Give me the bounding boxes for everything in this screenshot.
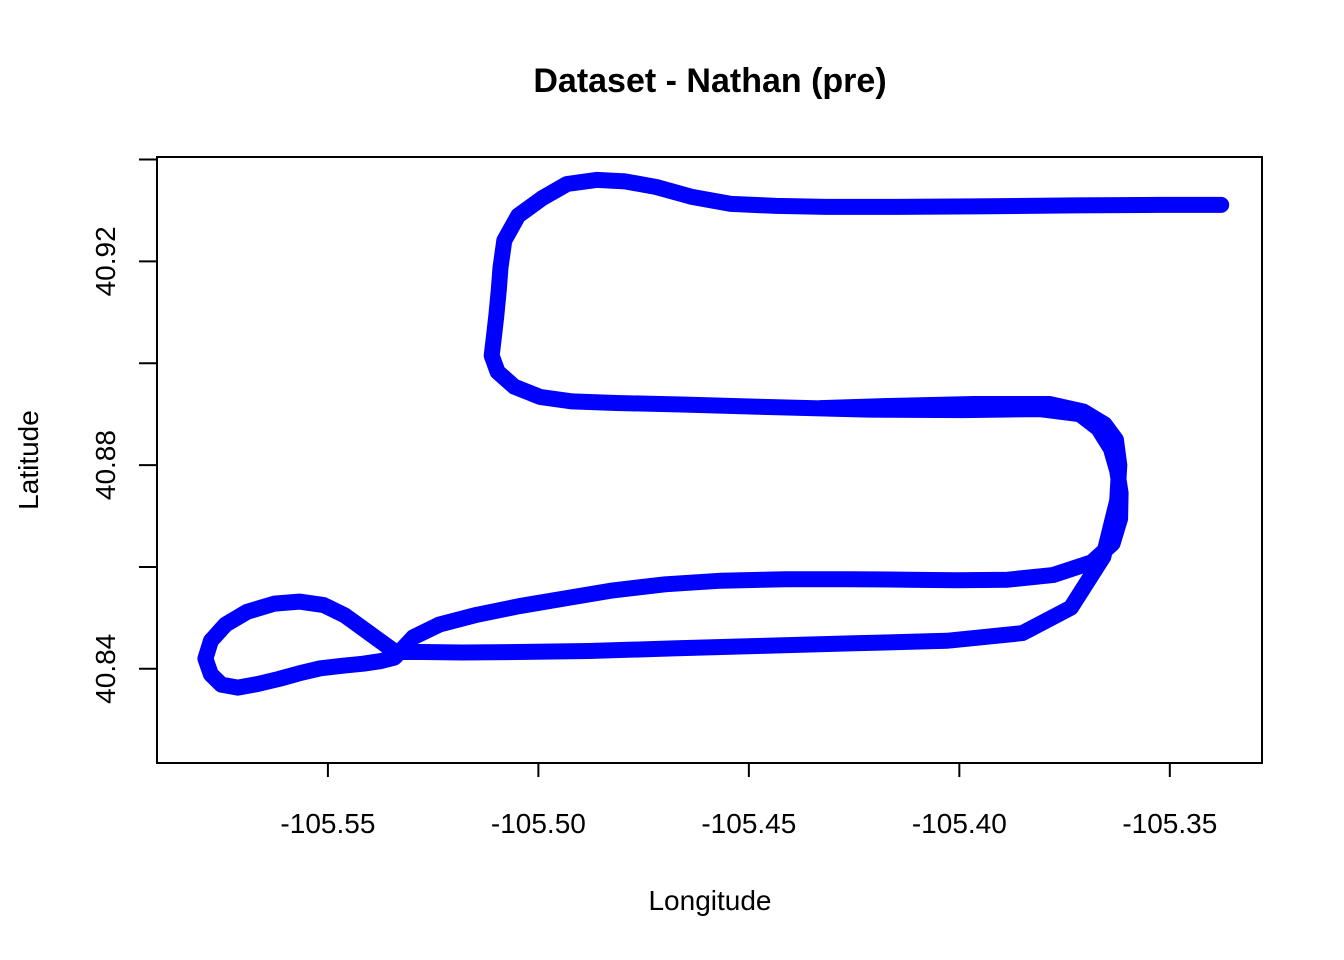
x-axis-label: Longitude bbox=[648, 885, 771, 916]
x-tick-label: -105.55 bbox=[280, 808, 375, 839]
x-tick-label: -105.40 bbox=[912, 808, 1007, 839]
y-axis: 40.84 40.88 40.92 bbox=[90, 158, 158, 704]
gps-track bbox=[197, 171, 1230, 696]
y-axis-label: Latitude bbox=[13, 410, 44, 510]
track-line-0 bbox=[197, 171, 1230, 696]
y-tick-label: 40.92 bbox=[90, 226, 121, 296]
y-tick-label: 40.88 bbox=[90, 430, 121, 500]
chart-title: Dataset - Nathan (pre) bbox=[533, 62, 886, 100]
x-tick-label: -105.35 bbox=[1122, 808, 1217, 839]
x-tick-label: -105.45 bbox=[701, 808, 796, 839]
x-axis: -105.55 -105.50 -105.45 -105.40 -105.35 bbox=[280, 762, 1217, 839]
x-tick-label: -105.50 bbox=[491, 808, 586, 839]
y-tick-label: 40.84 bbox=[90, 634, 121, 704]
